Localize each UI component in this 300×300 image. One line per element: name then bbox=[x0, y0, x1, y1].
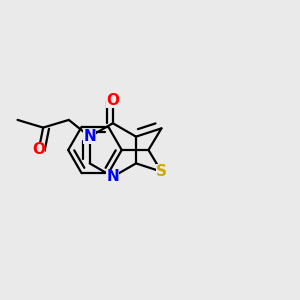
Text: N: N bbox=[83, 129, 96, 144]
Text: O: O bbox=[106, 93, 119, 108]
Text: N: N bbox=[106, 169, 119, 184]
Text: S: S bbox=[156, 164, 167, 179]
Text: O: O bbox=[32, 142, 45, 158]
